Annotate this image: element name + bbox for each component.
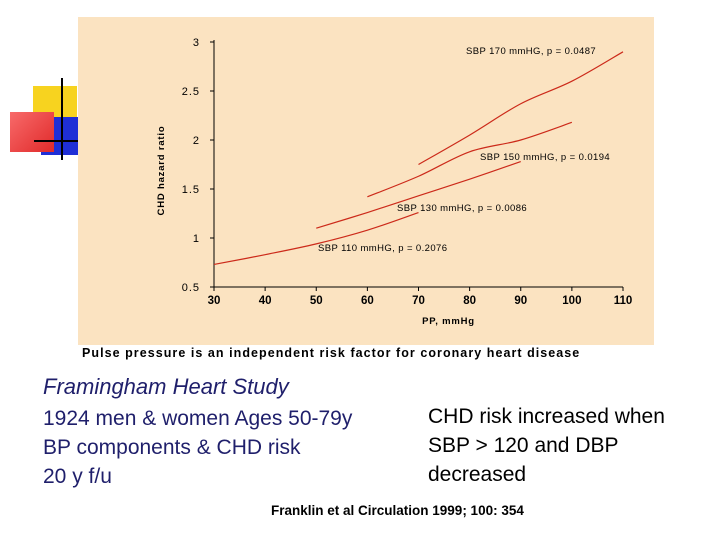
chart-svg: 0.5 1 1.5 2 2.5 3 30 40 50 60 70 80 90 100 110 PP, mmHg…	[156, 37, 632, 327]
x-axis-label: PP, mmHg	[422, 316, 475, 327]
finding-text: CHD risk increased when SBP > 120 and DB…	[428, 402, 665, 489]
chart-caption: Pulse pressure is an independent risk fa…	[82, 346, 581, 360]
finding-line: SBP > 120 and DBP	[428, 434, 619, 457]
y-tick-label: 2.5	[182, 86, 200, 98]
x-tick-label: 60	[361, 295, 374, 307]
y-axis-label: CHD hazard ratio	[156, 126, 167, 216]
x-tick-label: 40	[259, 295, 272, 307]
x-tick-label: 70	[412, 295, 425, 307]
x-tick-label: 90	[514, 295, 527, 307]
x-tick-label: 100	[562, 295, 581, 307]
series-line	[367, 121, 573, 198]
y-tick-label: 1.5	[182, 184, 200, 196]
study-line: 1924 men & women Ages 50-79y	[43, 407, 353, 430]
decor-horizontal-rule	[34, 140, 78, 142]
x-tick-label: 50	[310, 295, 323, 307]
chart-series-lines	[213, 51, 624, 266]
x-tick-label: 80	[463, 295, 476, 307]
study-details: 1924 men & women Ages 50-79y BP componen…	[43, 404, 352, 491]
citation: Franklin et al Circulation 1999; 100: 35…	[271, 503, 524, 518]
decor-red-square	[10, 112, 54, 152]
series-line	[316, 160, 521, 229]
series-label: SBP 170 mmHG, p = 0.0487	[466, 46, 596, 57]
finding-line: decreased	[428, 463, 527, 486]
study-title: Framingham Heart Study	[43, 374, 289, 399]
y-tick-label: 0.5	[182, 282, 200, 294]
chart-panel: 0.5 1 1.5 2 2.5 3 30 40 50 60 70 80 90 100 110 PP, mmHg…	[78, 17, 654, 345]
decor-vertical-rule	[61, 78, 63, 160]
series-label: SBP 150 mmHG, p = 0.0194	[480, 152, 610, 163]
y-tick-label: 3	[193, 37, 200, 49]
study-line: BP components & CHD risk	[43, 436, 301, 459]
x-tick-label: 110	[614, 295, 633, 307]
series-line	[213, 211, 419, 266]
finding-line: CHD risk increased when	[428, 405, 665, 428]
x-tick-label: 30	[208, 295, 221, 307]
chart-axes: 0.5 1 1.5 2 2.5 3 30 40 50 60 70 80 90 100 110 PP, mmHg…	[156, 37, 632, 327]
series-label: SBP 130 mmHG, p = 0.0086	[397, 203, 527, 214]
chart-series-labels: SBP 170 mmHG, p = 0.0487 SBP 150 mmHG, p …	[318, 46, 610, 254]
study-line: 20 y f/u	[43, 465, 112, 488]
series-label: SBP 110 mmHG, p = 0.2076	[318, 243, 447, 254]
y-tick-label: 2	[193, 135, 200, 147]
y-tick-label: 1	[193, 233, 200, 245]
series-line	[418, 51, 624, 166]
